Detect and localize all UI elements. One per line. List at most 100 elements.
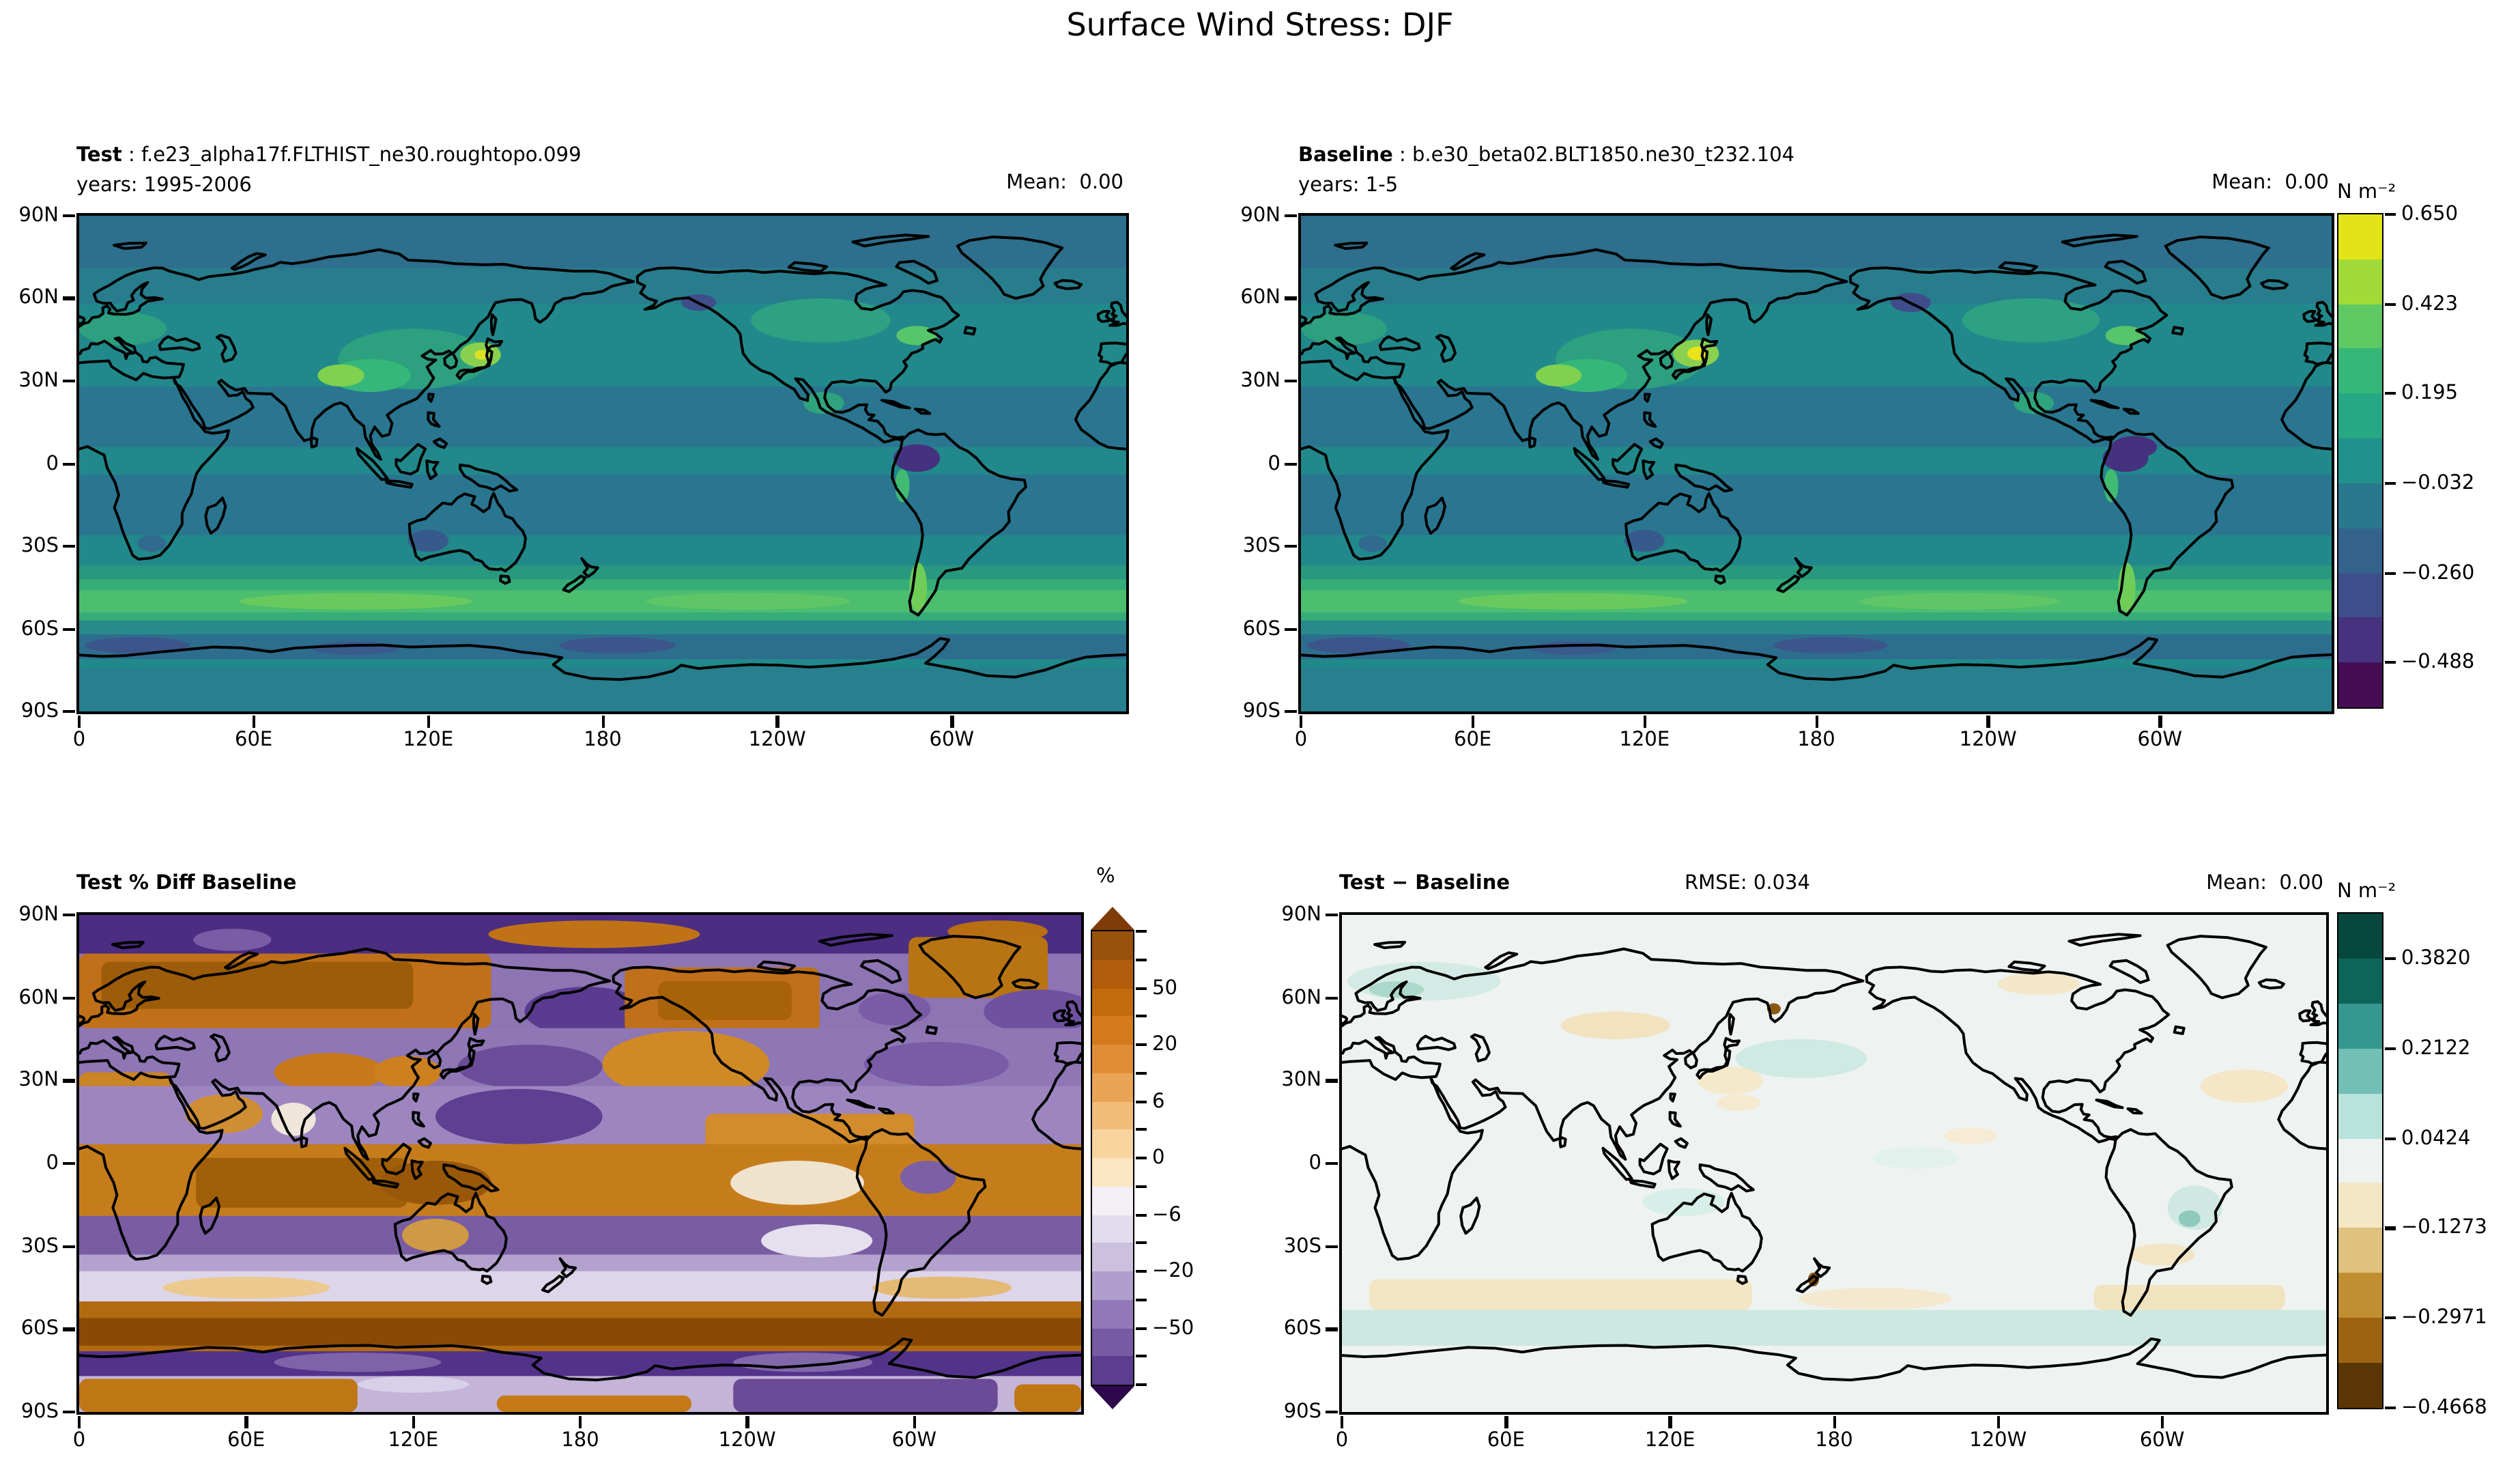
x-axis-label: 0 xyxy=(72,729,86,751)
y-axis-label: 30S xyxy=(20,1235,59,1258)
y-axis-tick xyxy=(63,1411,75,1414)
colorbar-segment xyxy=(2338,662,2382,707)
colorbar-tick-label: 6 xyxy=(1152,1090,1165,1112)
colorbar-tick xyxy=(2385,1316,2396,1320)
coastline xyxy=(1301,235,2332,679)
x-axis-tick xyxy=(745,1416,749,1428)
y-axis-label: 60S xyxy=(1242,618,1280,640)
x-axis-label: 120W xyxy=(1959,729,2017,751)
colorbar-segment xyxy=(1092,988,1133,1017)
colorbar-pct: 50 20 6 0 −6 −20 −50 xyxy=(1091,907,1194,1409)
colorbar-tick xyxy=(1136,930,1147,933)
colorbar-tick xyxy=(1136,1298,1147,1301)
y-axis-label: 90S xyxy=(1242,701,1280,722)
y-axis-label: 30N xyxy=(1281,1069,1321,1092)
colorbar-top: 0.650 0.423 0.195 −0.032 −0.260 −0.488 xyxy=(2337,203,2474,709)
colorbar-tick xyxy=(2385,1226,2396,1230)
colorbar-tick xyxy=(2385,957,2396,961)
colorbar-tick-label: −0.1273 xyxy=(2401,1217,2487,1239)
panel-baseline-header: Baseline : b.e30_beta02.BLT1850.ne30_t23… xyxy=(1298,141,1794,201)
colorbar-tick xyxy=(2385,302,2396,306)
colorbar-segment xyxy=(2338,438,2382,483)
y-axis-label: 60N xyxy=(18,987,59,1009)
colorbar-segment xyxy=(1092,1356,1133,1385)
y-axis-label: 0 xyxy=(1308,1153,1321,1174)
colorbar-tick-label: 50 xyxy=(1152,977,1177,999)
colorbar-tick-label: 0.0424 xyxy=(2401,1127,2471,1150)
stat-mean: Mean: 0.00 xyxy=(2206,873,2323,894)
y-axis-label: 90S xyxy=(20,701,59,722)
colorbar-extend-top xyxy=(1091,907,1134,930)
colorbar-tick xyxy=(1136,1100,1147,1103)
colorbar-tick xyxy=(2385,392,2396,395)
colorbar-segment xyxy=(1092,1328,1133,1357)
colorbar-tick-label: 0.2122 xyxy=(2401,1037,2471,1060)
colorbar-segment xyxy=(1092,1073,1133,1101)
x-axis-tick xyxy=(1471,716,1475,728)
x-axis-tick xyxy=(1504,1416,1508,1428)
colorbar-pct-unit: % xyxy=(1096,866,1115,888)
x-axis-label: 0 xyxy=(1294,729,1308,751)
x-axis-tick xyxy=(1833,1416,1836,1428)
y-axis-tick xyxy=(1285,379,1297,383)
x-axis-label: 120W xyxy=(748,729,806,751)
colorbar-tick-label: 0.423 xyxy=(2401,293,2459,315)
x-axis-tick xyxy=(1668,1416,1672,1428)
y-axis-tick xyxy=(1326,1245,1338,1249)
colorbar-tick xyxy=(1136,1015,1147,1018)
colorbar-tick xyxy=(1136,1241,1147,1245)
y-axis-label: 90N xyxy=(1281,904,1321,926)
panel-baseline-case: : b.e30_beta02.BLT1850.ne30_t232.104 xyxy=(1392,145,1795,167)
colorbar-tick xyxy=(1136,1043,1147,1047)
x-axis-label: 60W xyxy=(2139,1430,2185,1452)
x-axis-tick xyxy=(913,1416,917,1428)
stat-mean: Mean: 0.00 xyxy=(1006,172,1123,194)
colorbar-top-unit: N m⁻² xyxy=(2337,182,2396,203)
x-axis-label: 60E xyxy=(1454,729,1492,751)
x-axis-label: 180 xyxy=(561,1430,599,1452)
y-axis-tick xyxy=(1285,214,1297,218)
colorbar-segment xyxy=(1092,1243,1133,1271)
y-axis-label: 90S xyxy=(1283,1401,1321,1423)
panel-test-years: years: 1995-2006 xyxy=(76,175,252,197)
x-axis-label: 0 xyxy=(1335,1430,1349,1452)
colorbar-segment xyxy=(2338,958,2382,1004)
x-axis-tick xyxy=(579,1416,582,1428)
colorbar-tick xyxy=(2385,1407,2396,1410)
colorbar-tick-label: 0.3820 xyxy=(2401,947,2471,970)
colorbar-tick-label: 0 xyxy=(1152,1147,1165,1169)
panel-baseline-label: Baseline xyxy=(1298,145,1393,167)
x-axis-tick xyxy=(775,716,779,728)
y-axis-label: 30S xyxy=(1283,1235,1321,1258)
panel-diff-rmse: RMSE: 0.034 xyxy=(1685,873,1810,894)
colorbar-segment xyxy=(1092,931,1133,960)
colorbar-segment xyxy=(2338,1228,2382,1273)
x-axis-tick xyxy=(1300,716,1303,728)
x-axis-label: 0 xyxy=(72,1430,86,1452)
x-axis-label: 60W xyxy=(2137,729,2183,751)
colorbar-diff: 0.3820 0.2122 0.0424 −0.1273 −0.2971 −0.4668 xyxy=(2337,912,2487,1419)
colorbar-tick-label: −0.260 xyxy=(2401,562,2475,584)
y-axis-tick xyxy=(1326,914,1338,917)
x-axis-tick xyxy=(1815,716,1818,728)
y-axis-label: 90S xyxy=(20,1401,59,1423)
colorbar-tick xyxy=(2385,213,2396,216)
y-axis-label: 60N xyxy=(1240,287,1280,309)
y-axis-label: 0 xyxy=(46,453,59,475)
colorbar-segment xyxy=(2338,528,2382,573)
colorbar-segment xyxy=(2338,617,2382,663)
panel-test-case: : f.e23_alpha17f.FLTHIST_ne30.roughtopo.… xyxy=(121,145,582,167)
y-axis-label: 90N xyxy=(1240,205,1280,227)
colorbar-tick xyxy=(1136,1355,1147,1358)
y-axis-label: 30N xyxy=(18,369,59,392)
panel-test-label: Test xyxy=(76,145,122,167)
x-axis-tick xyxy=(1341,1416,1344,1428)
colorbar-segment xyxy=(2338,914,2382,959)
colorbar-tick-label: 20 xyxy=(1152,1034,1177,1056)
stat-mean: Mean: 0.00 xyxy=(2211,172,2329,194)
colorbar-tick xyxy=(1136,1157,1147,1160)
y-axis-label: 30S xyxy=(1242,535,1280,557)
y-axis-label: 60S xyxy=(20,1318,59,1340)
y-axis-label: 30N xyxy=(1240,369,1280,392)
x-axis-label: 60E xyxy=(227,1430,266,1452)
